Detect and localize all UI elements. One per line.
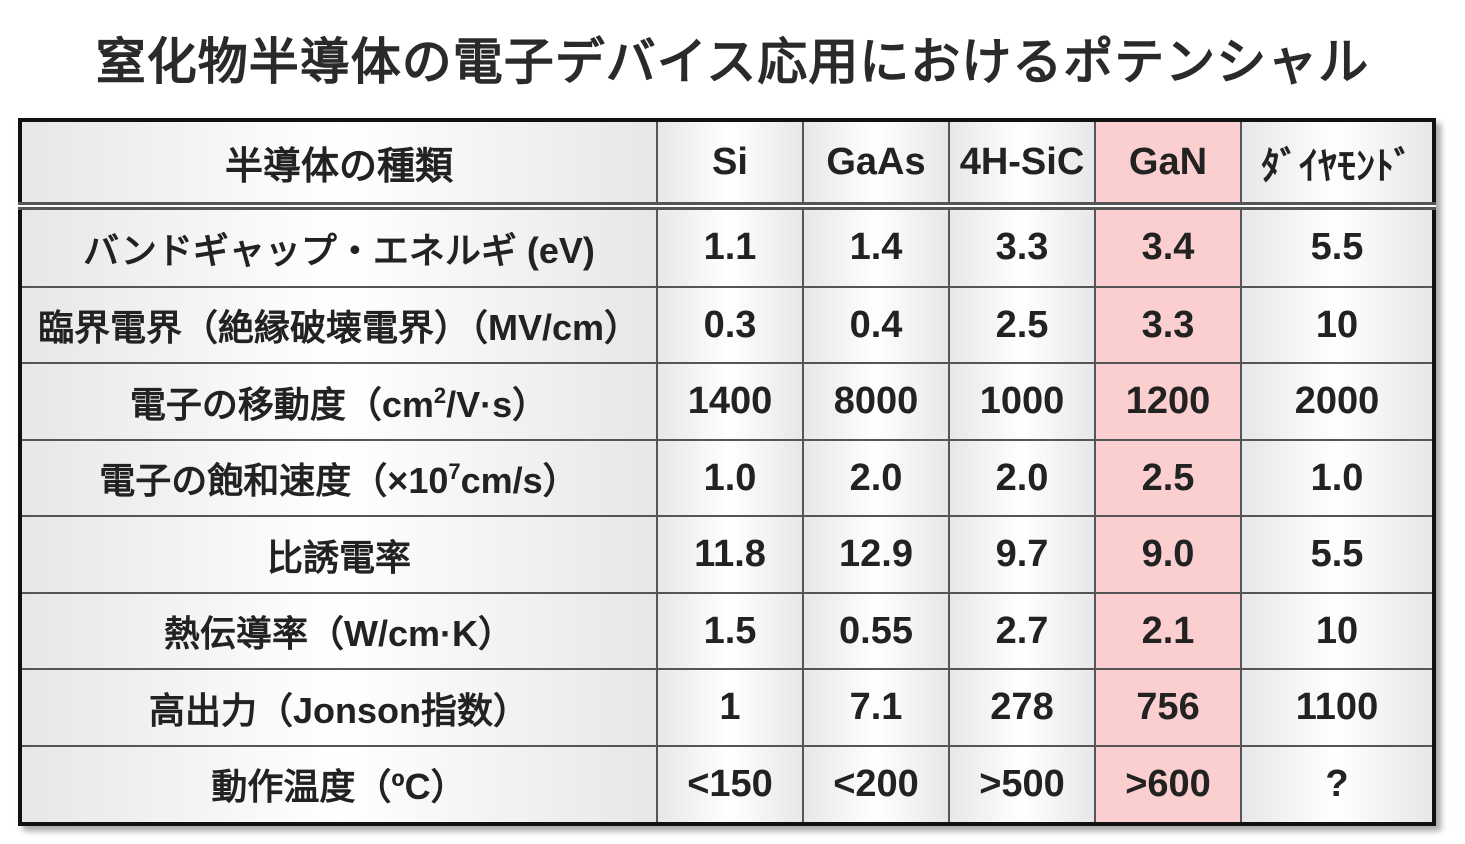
header-cell: Si (656, 119, 804, 210)
row-label: 比誘電率 (19, 515, 658, 594)
label-text: cm/s） (460, 460, 579, 502)
value-cell: 5.5 (1240, 515, 1435, 594)
value-cell: 0.4 (802, 285, 950, 365)
value-cell: 8000 (802, 362, 950, 441)
data-row: バンドギャップ・エネルギ (eV) 1.1 1.4 3.3 3.4 5.5 (19, 205, 1435, 288)
label-text: 電子の飽和速度（×10 (99, 460, 449, 502)
row-label: 臨界電界（絶縁破壊電界）（MV/cm） (19, 285, 658, 365)
value-cell: 2.1 (1094, 591, 1242, 671)
value-cell: 1100 (1240, 668, 1435, 747)
data-row: 動作温度（ºC） <150 <200 >500 >600? (19, 744, 1435, 826)
value-cell: 7.1 (802, 668, 950, 747)
row-label: 高出力（Jonson指数） (19, 668, 658, 747)
value-cell: 5.5 (1240, 205, 1435, 288)
row-label: バンドギャップ・エネルギ (eV) (19, 205, 658, 288)
label-text: 比誘電率 (266, 536, 411, 578)
value-cell: >600 (1094, 744, 1242, 826)
value-cell: 2.5 (948, 285, 1096, 365)
label-text: /V·s） (446, 383, 549, 425)
header-cell: ﾀﾞｲﾔﾓﾝﾄﾞ (1240, 119, 1435, 210)
superscript: 7 (448, 459, 461, 485)
data-row: 熱伝導率（W/cm·K） 1.5 0.55 2.7 2.1 10 (19, 591, 1435, 671)
header-cell: 4H-SiC (948, 119, 1096, 210)
value-cell: 2000 (1240, 362, 1435, 441)
property-table: 半導体の種類 Si GaAs 4H-SiC GaN ﾀﾞｲﾔﾓﾝﾄﾞ バンドギャップ・エネル… (18, 118, 1436, 826)
value-cell: <200 (802, 744, 950, 826)
value-cell: 1000 (948, 362, 1096, 441)
label-text: 電子の移動度（cm (129, 383, 434, 425)
value-cell: 12.9 (802, 515, 950, 594)
value-cell: 9.7 (948, 515, 1096, 594)
label-text: バンドギャップ・エネルギ (eV) (83, 229, 595, 271)
label-text: 高出力（Jonson指数） (148, 689, 529, 731)
value-cell: 0.3 (656, 285, 804, 365)
value-cell: 1.5 (656, 591, 804, 671)
value-cell: 11.8 (656, 515, 804, 594)
value-cell: 3.4 (1094, 205, 1242, 288)
row-label: 熱伝導率（W/cm·K） (19, 591, 658, 671)
superscript: 2 (433, 382, 447, 408)
value-cell: 756 (1094, 668, 1242, 747)
value-cell: 10 (1240, 591, 1435, 671)
row-label: 電子の飽和速度（×107cm/s） (19, 438, 658, 518)
value-cell: 1.0 (1240, 438, 1435, 518)
label-text: 臨界電界（絶縁破壊電界）（MV/cm） (37, 307, 641, 349)
value-cell: >500 (948, 744, 1096, 826)
value-cell: 1400 (656, 362, 804, 441)
data-row: 電子の移動度（cm2/V·s） 1400 8000 1000 1200 2000 (19, 362, 1435, 441)
value-cell: 10 (1240, 285, 1435, 365)
value-cell: 9.0 (1094, 515, 1242, 594)
value-cell: 3.3 (948, 205, 1096, 288)
value-cell: 1.1 (656, 205, 804, 288)
data-row: 高出力（Jonson指数） 1 7.1 278 756 1100 (19, 668, 1435, 747)
value-cell: 1200 (1094, 362, 1242, 441)
value-cell: 1.0 (656, 438, 804, 518)
value-cell: 2.7 (948, 591, 1096, 671)
value-cell: 2.0 (802, 438, 950, 518)
value-cell: <150 (656, 744, 804, 826)
data-row: 電子の飽和速度（×107cm/s） 1.0 2.0 2.0 2.5 1.0 (19, 438, 1435, 518)
data-row: 臨界電界（絶縁破壊電界）（MV/cm） 0.3 0.4 2.5 3.3 10 (19, 285, 1435, 365)
value-cell: 278 (948, 668, 1096, 747)
title: 窒化物半導体の電子デバイス応用におけるポテンシャル (95, 34, 1370, 90)
value-cell: ? (1240, 744, 1435, 826)
row-label: 電子の移動度（cm2/V·s） (19, 362, 658, 441)
value-cell: 1.4 (802, 205, 950, 288)
header-cell: 半導体の種類 (19, 119, 658, 210)
label-text: 熱伝導率（W/cm·K） (164, 613, 514, 655)
value-cell: 1 (656, 668, 804, 747)
header-row: 半導体の種類 Si GaAs 4H-SiC GaN ﾀﾞｲﾔﾓﾝﾄﾞ (19, 119, 1435, 210)
label-text: 動作温度（ºC） (211, 766, 467, 808)
value-cell: 0.55 (802, 591, 950, 671)
value-cell: 3.3 (1094, 285, 1242, 365)
value-cell: 2.5 (1094, 438, 1242, 518)
row-label: 動作温度（ºC） (19, 744, 658, 826)
header-cell: GaAs (802, 119, 950, 210)
data-row: 比誘電率 11.8 12.9 9.7 9.0 5.5 (19, 515, 1435, 594)
value-cell: 2.0 (948, 438, 1096, 518)
header-cell: GaN (1094, 119, 1242, 210)
